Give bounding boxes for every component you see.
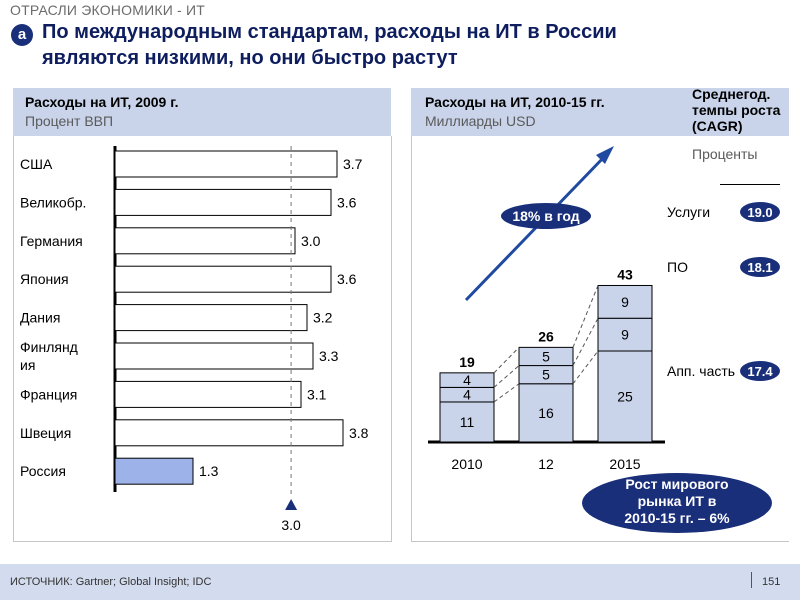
stack-segment-аппчасть	[597, 350, 653, 443]
page-title-line2: являются низкими, но они быстро растут	[42, 47, 458, 69]
bar-category-label: США	[20, 156, 53, 172]
page-title: По международным стандартам, расходы на …	[42, 19, 742, 71]
bar-category-label: Дания	[20, 310, 60, 326]
left-panel-body	[13, 136, 392, 542]
world-market-callout	[582, 473, 772, 533]
cagr-label: ПО	[667, 259, 688, 275]
right-panel-body	[411, 136, 789, 542]
cagr-value: 17.4	[747, 364, 773, 379]
stack-category-label: 12	[538, 456, 554, 472]
footer-bar	[0, 564, 800, 600]
cagr-label: Апп. часть	[667, 363, 735, 379]
stack-total-label: 19	[459, 354, 475, 370]
stack-connector-line	[493, 365, 520, 388]
bar-category-label: Франция	[20, 386, 77, 402]
bar-value-label: 3.7	[343, 156, 363, 172]
reference-marker-icon	[285, 499, 298, 510]
cagr-title-line: (CAGR)	[692, 118, 743, 134]
title-badge: a	[11, 24, 33, 46]
stack-total-label: 26	[538, 328, 554, 344]
left-panel-subtitle: Процент ВВП	[25, 113, 114, 129]
page-number-divider	[751, 572, 752, 588]
bar-category-label: Германия	[20, 233, 83, 249]
stack-category-label: 2015	[609, 456, 640, 472]
stack-connector-line	[493, 347, 520, 374]
bar-value-label: 3.2	[313, 310, 333, 326]
stack-segment-услуги	[597, 284, 653, 319]
bar-россия	[114, 457, 194, 485]
bar-value-label: 3.1	[307, 386, 327, 402]
reference-label: 3.0	[281, 517, 301, 533]
page-number: 151	[762, 576, 781, 588]
bar-category-label: ия	[20, 357, 35, 373]
bar-category-label: Финлянд	[20, 339, 78, 355]
source-note: ИСТОЧНИК: Gartner; Global Insight; IDC	[10, 576, 212, 588]
stack-segment-label: 25	[617, 389, 633, 405]
cagr-badge	[740, 202, 780, 222]
bar-category-label: Великобр.	[20, 194, 86, 210]
bar-финляндия	[114, 342, 314, 370]
world-market-callout-text: 2010-15 гг. – 6%	[624, 510, 730, 526]
right-panel-subtitle: Миллиарды USD	[425, 113, 536, 129]
cagr-badge	[740, 361, 780, 381]
bar-value-label: 3.3	[319, 348, 339, 364]
cagr-value: 18.1	[747, 260, 772, 275]
bar-великобр.	[114, 188, 332, 216]
stack-segment-аппчасть	[439, 401, 495, 443]
cagr-value: 19.0	[747, 205, 772, 220]
section-label: ОТРАСЛИ ЭКОНОМИКИ - ИТ	[10, 2, 206, 18]
cagr-header-subtitle: Проценты	[692, 146, 758, 162]
bar-category-label: Россия	[20, 463, 66, 479]
growth-callout-text: 18% в год	[512, 208, 579, 224]
bar-category-label: Япония	[20, 271, 69, 287]
stack-category-label: 2010	[451, 456, 482, 472]
stack-segment-label: 11	[460, 414, 475, 430]
bar-value-label: 3.8	[349, 425, 369, 441]
stack-segment-label: 9	[621, 327, 629, 343]
right-panel-header: Расходы на ИТ, 2010-15 гг. Миллиарды USD	[411, 88, 789, 136]
bar-швеция	[114, 419, 344, 447]
bar-value-label: 3.6	[337, 194, 357, 210]
right-panel-title: Расходы на ИТ, 2010-15 гг.	[425, 94, 605, 110]
cagr-header-title: Среднегод. темпы роста (CAGR)	[692, 86, 780, 134]
cagr-title-line: Среднегод.	[692, 86, 771, 102]
stack-connector-line	[572, 350, 599, 385]
stack-connector-line	[493, 383, 520, 403]
stack-segment-label: 5	[542, 348, 550, 364]
cagr-badge	[740, 257, 780, 277]
bar-япония	[114, 265, 332, 293]
growth-arrowhead-icon	[596, 146, 614, 164]
cagr-label: Услуги	[667, 204, 710, 220]
bar-category-label: Швеция	[20, 425, 71, 441]
stack-connector-line	[572, 285, 599, 348]
growth-callout-oval	[501, 203, 591, 229]
left-panel-title: Расходы на ИТ, 2009 г.	[25, 94, 179, 110]
stack-segment-label: 4	[463, 387, 471, 403]
stack-total-label: 43	[617, 266, 633, 282]
world-market-callout-text: Рост мирового	[625, 476, 728, 492]
bar-сша	[114, 150, 338, 178]
stack-segment-услуги	[518, 346, 574, 367]
stack-segment-label: 16	[538, 405, 554, 421]
bar-value-label: 3.0	[301, 233, 321, 249]
left-panel-header: Расходы на ИТ, 2009 г. Процент ВВП	[13, 88, 391, 136]
stack-segment-услуги	[439, 372, 495, 388]
stack-connector-line	[572, 318, 599, 366]
bar-value-label: 3.6	[337, 271, 357, 287]
cagr-divider	[720, 184, 780, 185]
stack-segment-по	[597, 317, 653, 352]
stack-segment-label: 9	[621, 294, 629, 310]
world-market-callout-text: рынка ИТ в	[638, 493, 717, 509]
bar-дания	[114, 304, 308, 332]
stack-segment-label: 4	[463, 372, 471, 388]
page-title-line1: По международным стандартам, расходы на …	[42, 21, 617, 43]
bar-германия	[114, 227, 296, 255]
cagr-title-line: темпы роста	[692, 102, 781, 118]
stack-segment-label: 5	[542, 367, 550, 383]
bar-франция	[114, 380, 302, 408]
bar-value-label: 1.3	[199, 463, 219, 479]
